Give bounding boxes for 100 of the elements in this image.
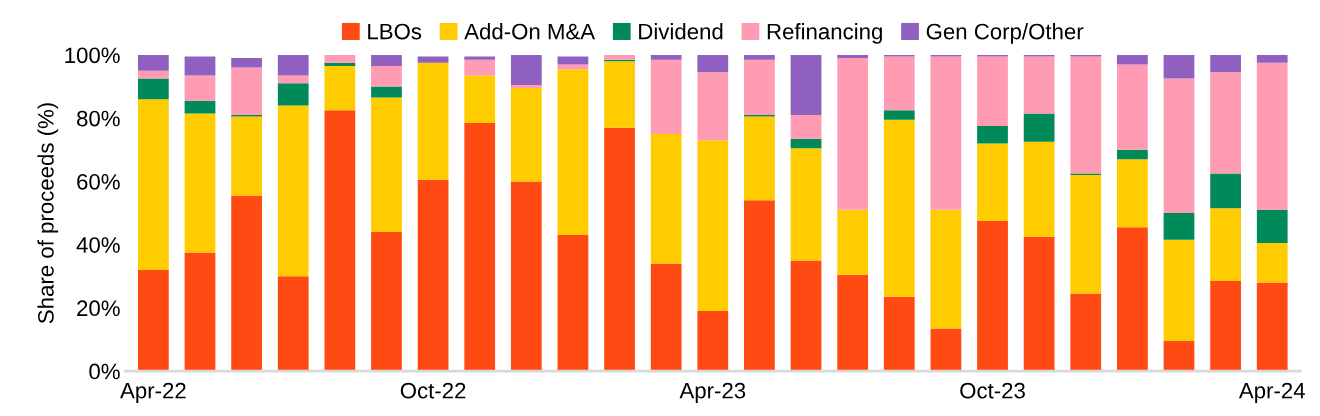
bar: [1210, 208, 1241, 281]
bar: [1116, 159, 1148, 228]
bar: [557, 56, 589, 65]
x-tick-label: Apr-22: [120, 382, 186, 403]
bar: [1210, 54, 1241, 73]
bar: [137, 78, 169, 100]
bar: [1256, 62, 1288, 210]
bar: [464, 59, 496, 76]
bar: [650, 133, 682, 264]
bar: [977, 56, 1008, 127]
bar: [510, 181, 542, 372]
bar: [604, 127, 635, 372]
bar: [510, 88, 542, 182]
bar: [744, 54, 775, 60]
bar: [930, 209, 962, 329]
legend-label: Add-On M&A: [464, 23, 596, 40]
bar: [137, 54, 169, 71]
y-tick-label: 60%: [77, 173, 120, 190]
bar: [1210, 280, 1241, 372]
bar: [883, 110, 915, 120]
bar: [231, 116, 262, 196]
bar: [883, 56, 915, 111]
bar: [604, 61, 635, 128]
bar: [1116, 54, 1148, 65]
bar: [324, 54, 356, 63]
x-tick-label: Apr-24: [1238, 382, 1305, 403]
bar: [417, 62, 449, 180]
bar: [277, 83, 309, 106]
bar: [184, 252, 216, 372]
bar: [697, 54, 729, 73]
bar: [184, 56, 216, 76]
bar: [231, 67, 262, 115]
bar: [1210, 72, 1241, 174]
bar: [790, 148, 822, 261]
bar: [837, 274, 869, 372]
y-tick-label: 0%: [89, 363, 120, 380]
bar: [1256, 209, 1288, 244]
bar: [1210, 173, 1241, 209]
bar: [137, 269, 169, 372]
bar: [324, 62, 356, 66]
bar: [697, 311, 729, 372]
bar: [1023, 236, 1055, 372]
bar: [1023, 113, 1055, 142]
bar: [1256, 282, 1288, 372]
bar: [1116, 64, 1148, 150]
bar: [464, 56, 496, 60]
bar: [790, 260, 822, 372]
bar: [1163, 54, 1195, 79]
bar: [324, 110, 356, 372]
bar: [1116, 227, 1148, 372]
bar: [231, 58, 262, 68]
bar: [464, 75, 496, 123]
y-tick-label: 40%: [76, 237, 120, 253]
bar: [371, 86, 402, 98]
bar: [930, 328, 962, 372]
bar: [184, 113, 216, 253]
bar: [650, 263, 682, 372]
bar: [977, 220, 1008, 372]
bar: [837, 209, 869, 275]
legend-label: Dividend: [639, 23, 723, 40]
bar: [790, 54, 822, 115]
bar: [604, 54, 635, 60]
bar: [184, 75, 216, 101]
bar: [977, 143, 1008, 221]
bar: [371, 65, 402, 87]
bar: [277, 105, 309, 277]
bar: [510, 84, 542, 89]
bar: [277, 75, 309, 84]
bar: [324, 65, 356, 111]
bar: [137, 70, 169, 79]
bar: [1070, 56, 1102, 174]
bar: [650, 54, 682, 60]
bar: [464, 122, 496, 372]
bar: [744, 116, 775, 201]
bar: [744, 59, 775, 115]
bar: [557, 69, 589, 236]
bar: [1163, 212, 1195, 240]
bar: [371, 54, 402, 66]
legend-label: LBOs: [368, 23, 422, 40]
bar: [1163, 239, 1195, 342]
bar: [231, 195, 262, 372]
bar: [417, 179, 449, 372]
legend-label: Gen Corp/Other: [926, 23, 1084, 44]
bar: [277, 54, 309, 76]
legend-label: Refinancing: [767, 23, 882, 44]
bar: [1116, 149, 1148, 160]
bar: [883, 119, 915, 297]
x-tick-label: Oct-23: [960, 382, 1025, 399]
bar: [1023, 56, 1055, 114]
bar: [744, 200, 775, 372]
bar: [650, 59, 682, 134]
bar: [930, 56, 962, 210]
bar: [837, 58, 869, 210]
bar: [697, 140, 729, 311]
bar: [1070, 175, 1102, 294]
bar: [1023, 141, 1055, 237]
bar: [417, 56, 449, 63]
bar: [1256, 54, 1288, 63]
bar: [790, 138, 822, 149]
bar: [371, 97, 402, 232]
